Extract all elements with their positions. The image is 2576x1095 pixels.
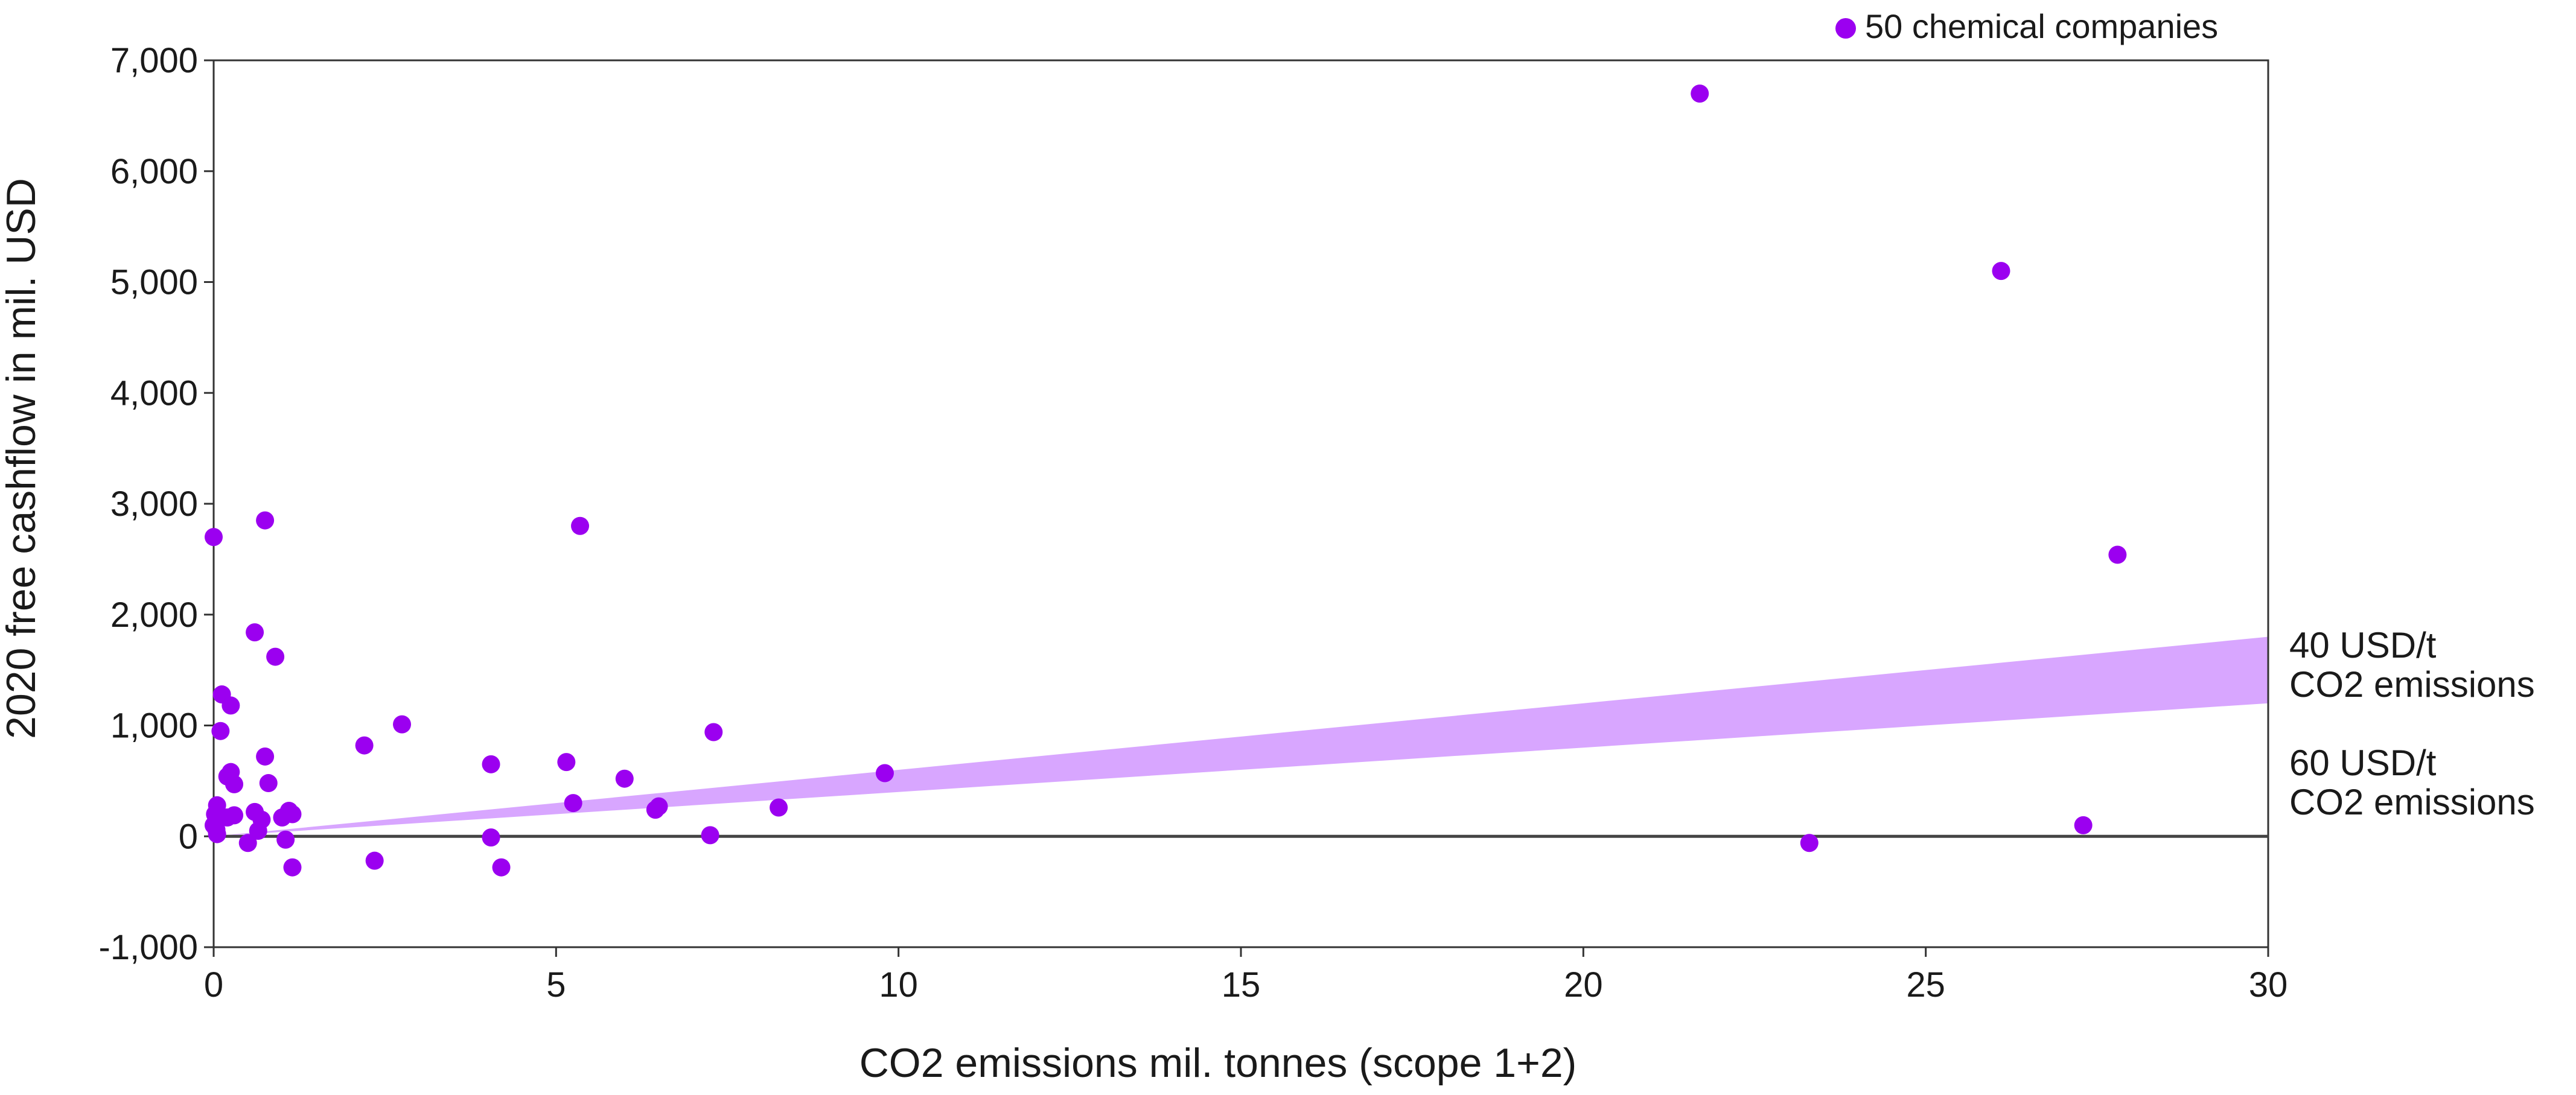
data-points-layer (205, 84, 2127, 877)
data-point (238, 834, 257, 852)
data-point (211, 722, 230, 740)
data-point (222, 696, 240, 715)
data-point (246, 623, 264, 642)
y-tick-label: -1,000 (99, 928, 198, 967)
price-band (214, 636, 2268, 837)
y-tick-label: 7,000 (110, 41, 198, 80)
data-point (875, 764, 894, 782)
data-point (564, 794, 582, 813)
x-tick-label: 30 (2249, 965, 2288, 1005)
data-point (225, 775, 244, 793)
data-point (283, 858, 302, 877)
data-point (252, 810, 271, 829)
legend-label: 50 chemical companies (1865, 7, 2218, 45)
data-point (571, 516, 590, 535)
data-point (355, 736, 374, 755)
data-point (256, 511, 275, 530)
plot-frame (204, 59, 2269, 957)
legend: 50 chemical companies (1835, 7, 2218, 45)
data-point (225, 806, 244, 825)
data-point (393, 715, 412, 734)
band-label-40: 40 USD/t CO2 emissions (2289, 625, 2535, 705)
band-label-40-unit: CO2 emissions (2289, 664, 2535, 705)
x-axis-title: CO2 emissions mil. tonnes (scope 1+2) (859, 1040, 1577, 1086)
data-point (259, 774, 278, 793)
y-tick-label: 4,000 (110, 373, 198, 413)
data-point (256, 747, 275, 766)
data-point (1691, 84, 1709, 103)
y-tick-label: 3,000 (110, 484, 198, 524)
band-label-60-price: 60 USD/t (2289, 743, 2437, 783)
x-tick-label: 25 (1906, 965, 1945, 1005)
tick-labels-layer: 0 5 10 15 20 25 30-1,00001,0002,0003,0004,0005… (99, 41, 2288, 1005)
band-label-40-price: 40 USD/t (2289, 625, 2437, 665)
band-label-60-unit: CO2 emissions (2289, 782, 2535, 822)
y-tick-label: 6,000 (110, 152, 198, 191)
data-point (205, 528, 223, 547)
data-point (492, 858, 511, 877)
y-tick-label: 5,000 (110, 263, 198, 302)
data-point (482, 755, 500, 773)
price-band-layer (214, 636, 2268, 837)
legend-marker (1835, 18, 1856, 39)
band-label-60: 60 USD/t CO2 emissions (2289, 743, 2535, 822)
data-point (266, 647, 285, 666)
data-point (482, 828, 500, 847)
data-point (701, 826, 719, 845)
data-point (365, 851, 384, 870)
y-axis-title: 2020 free cashflow in mil. USD (0, 178, 44, 739)
data-point (615, 769, 634, 788)
data-point (276, 830, 295, 849)
x-tick-label: 0 (204, 965, 223, 1005)
y-tick-label: 1,000 (110, 706, 198, 746)
data-point (649, 797, 668, 816)
x-tick-label: 20 (1564, 965, 1603, 1005)
x-tick-label: 15 (1222, 965, 1261, 1005)
data-point (770, 798, 788, 817)
data-point (704, 723, 723, 741)
x-tick-label: 5 (546, 965, 566, 1005)
x-tick-label: 10 (879, 965, 918, 1005)
y-tick-label: 0 (179, 817, 198, 856)
data-point (1800, 834, 1819, 852)
data-point (205, 816, 223, 834)
data-point (2074, 816, 2093, 834)
data-point (2108, 545, 2127, 564)
data-point (1992, 262, 2010, 281)
data-point (283, 805, 302, 824)
y-tick-label: 2,000 (110, 595, 198, 635)
data-point (557, 753, 576, 772)
